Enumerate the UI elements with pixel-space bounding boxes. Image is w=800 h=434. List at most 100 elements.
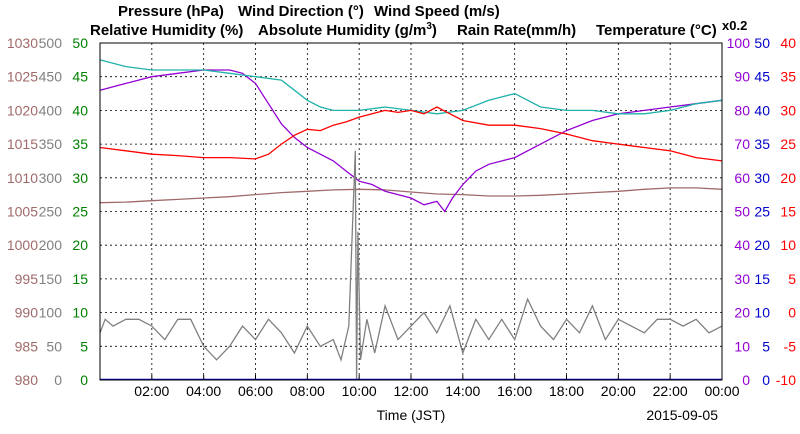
right-tick-rel_hum: 100: [727, 35, 751, 51]
x-axis-ticks: 02:00 04:00 06:00 08:00 10:00 12:00 14:00 16:00…: [134, 375, 740, 399]
right-axis-ticks: 0102030405060708090100051015202530354045…: [727, 35, 797, 388]
absolute-humidity-title: Absolute Humidity (g/m3): [258, 21, 437, 39]
left-tick-pressure: 990: [15, 305, 39, 321]
scale-suffix: x0.2: [722, 18, 747, 33]
right-tick-rain: 30: [754, 170, 770, 186]
series-line-relative-humidity: [99, 69, 723, 213]
left-tick-pressure: 1010: [7, 170, 38, 186]
right-tick-rain: 5: [762, 338, 770, 354]
left-axis-ticks: 9809859909951000100510101015102010251030…: [7, 35, 88, 388]
x-tick-label: 12:00: [393, 383, 428, 399]
right-tick-rel_hum: 40: [734, 237, 750, 253]
left-tick-wind_speed: 25: [72, 204, 88, 220]
right-tick-rain: 50: [754, 35, 770, 51]
right-tick-temp: 10: [780, 237, 796, 253]
x-tick-label: 00:00: [704, 383, 739, 399]
chart-date: 2015-09-05: [646, 407, 718, 423]
left-tick-pressure: 1025: [7, 69, 38, 85]
series-line-wind-direction: [99, 150, 723, 381]
pressure-title: Pressure (hPa): [118, 3, 224, 20]
abs-hum-title-close: ): [432, 22, 437, 39]
left-tick-pressure: 1020: [7, 102, 38, 118]
right-tick-rain: 25: [754, 204, 770, 220]
series-line-temperature: [99, 106, 723, 162]
right-tick-rel_hum: 30: [734, 271, 750, 287]
left-tick-wind_speed: 30: [72, 170, 88, 186]
x-tick-label: 08:00: [290, 383, 325, 399]
right-tick-temp: 30: [780, 102, 796, 118]
left-tick-wind_dir: 300: [39, 170, 63, 186]
left-tick-wind_dir: 250: [39, 204, 63, 220]
left-tick-wind_dir: 200: [39, 237, 63, 253]
right-tick-temp: 25: [780, 136, 796, 152]
left-tick-wind_speed: 45: [72, 69, 88, 85]
left-tick-pressure: 1015: [7, 136, 38, 152]
right-tick-temp: 35: [780, 69, 796, 85]
x-tick-label: 20:00: [601, 383, 636, 399]
left-tick-pressure: 1005: [7, 204, 38, 220]
right-tick-rel_hum: 60: [734, 170, 750, 186]
left-tick-wind_dir: 350: [39, 136, 63, 152]
abs-hum-title-sup: 3: [426, 21, 432, 32]
left-tick-wind_speed: 50: [72, 35, 88, 51]
right-tick-rel_hum: 70: [734, 136, 750, 152]
left-tick-wind_speed: 5: [80, 338, 88, 354]
plot-grid: [100, 43, 722, 380]
right-tick-temp: 40: [780, 35, 796, 51]
x-tick-label: 02:00: [134, 383, 169, 399]
right-tick-rel_hum: 50: [734, 204, 750, 220]
right-tick-rel_hum: 0: [742, 372, 750, 388]
left-tick-wind_dir: 0: [54, 372, 62, 388]
series-line-absolute-humidity: [99, 59, 723, 115]
x-tick-label: 10:00: [342, 383, 377, 399]
right-tick-temp: -5: [784, 338, 797, 354]
right-tick-temp: 20: [780, 170, 796, 186]
right-tick-temp: -10: [776, 372, 796, 388]
right-tick-temp: 0: [788, 305, 796, 321]
right-tick-rel_hum: 80: [734, 102, 750, 118]
left-tick-wind_dir: 500: [39, 35, 63, 51]
right-tick-temp: 5: [788, 271, 796, 287]
left-tick-wind_speed: 35: [72, 136, 88, 152]
left-tick-wind_dir: 400: [39, 102, 63, 118]
left-tick-wind_speed: 20: [72, 237, 88, 253]
left-tick-pressure: 1030: [7, 35, 38, 51]
temperature-title: Temperature (°C): [596, 22, 717, 39]
right-tick-rain: 10: [754, 305, 770, 321]
right-tick-rel_hum: 20: [734, 305, 750, 321]
x-tick-label: 04:00: [186, 383, 221, 399]
right-tick-rain: 15: [754, 271, 770, 287]
left-tick-pressure: 995: [15, 271, 39, 287]
left-tick-pressure: 1000: [7, 237, 38, 253]
right-tick-rel_hum: 10: [734, 338, 750, 354]
left-tick-pressure: 980: [15, 372, 39, 388]
left-tick-wind_dir: 100: [39, 305, 63, 321]
left-tick-wind_speed: 0: [80, 372, 88, 388]
x-tick-label: 14:00: [445, 383, 480, 399]
left-tick-wind_dir: 450: [39, 69, 63, 85]
left-tick-pressure: 985: [15, 338, 39, 354]
abs-hum-title-main: Absolute Humidity (g/m: [258, 22, 426, 39]
x-tick-label: 18:00: [549, 383, 584, 399]
x-tick-label: 22:00: [653, 383, 688, 399]
right-tick-rain: 20: [754, 237, 770, 253]
left-tick-wind_speed: 40: [72, 102, 88, 118]
left-tick-wind_dir: 50: [46, 338, 62, 354]
right-tick-temp: 15: [780, 204, 796, 220]
right-tick-rain: 35: [754, 136, 770, 152]
wind-speed-title: Wind Speed (m/s): [374, 3, 500, 20]
x-tick-label: 06:00: [238, 383, 273, 399]
x-tick-label: 16:00: [497, 383, 532, 399]
rain-rate-title: Rain Rate(mm/h): [457, 22, 576, 39]
right-tick-rain: 40: [754, 102, 770, 118]
right-tick-rain: 0: [762, 372, 770, 388]
relative-humidity-title: Relative Humidity (%): [90, 22, 243, 39]
right-tick-rel_hum: 90: [734, 69, 750, 85]
right-tick-rain: 45: [754, 69, 770, 85]
wind-direction-title: Wind Direction (°): [238, 3, 364, 20]
left-tick-wind_speed: 10: [72, 305, 88, 321]
series-line-pressure: [99, 187, 723, 204]
x-axis-label: Time (JST): [377, 407, 446, 423]
left-tick-wind_dir: 150: [39, 271, 63, 287]
